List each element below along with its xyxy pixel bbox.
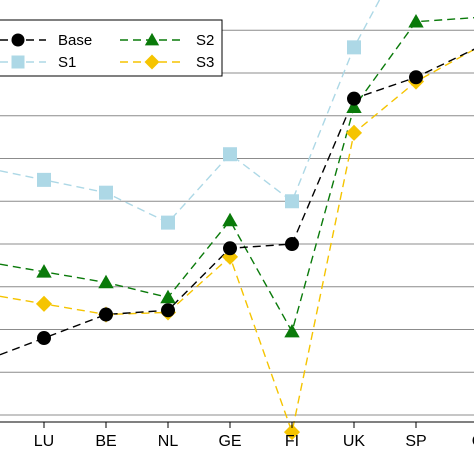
data-point-square bbox=[347, 40, 361, 55]
x-axis: LU BE NL GE FI UK SP G bbox=[0, 421, 474, 450]
data-point-triangle bbox=[160, 289, 176, 304]
data-point-diamond bbox=[35, 295, 53, 312]
data-point-circle bbox=[161, 303, 175, 318]
data-point-circle bbox=[223, 241, 237, 256]
legend-label-s2: S2 bbox=[196, 32, 214, 49]
data-point-triangle bbox=[346, 99, 362, 113]
data-point-square bbox=[223, 147, 237, 162]
x-tick-label: BE bbox=[95, 433, 116, 450]
data-point-circle bbox=[11, 33, 25, 47]
data-point-circle bbox=[99, 307, 113, 322]
series-markers bbox=[35, 14, 425, 441]
data-point-triangle bbox=[144, 32, 160, 46]
data-point-diamond bbox=[283, 424, 301, 441]
x-tick-label: NL bbox=[158, 433, 179, 450]
x-tick-label: GE bbox=[218, 433, 241, 450]
data-point-diamond bbox=[221, 248, 239, 265]
data-point-circle bbox=[37, 331, 51, 346]
data-point-square bbox=[161, 215, 175, 230]
data-point-square bbox=[99, 185, 113, 200]
x-tick-label: FI bbox=[285, 433, 299, 450]
legend-label-s1: S1 bbox=[58, 54, 76, 71]
data-point-diamond bbox=[345, 124, 363, 141]
x-tick-label: G bbox=[472, 433, 474, 450]
legend-label-base: Base bbox=[58, 32, 92, 49]
legend-box bbox=[0, 19, 223, 77]
data-point-circle bbox=[347, 91, 361, 106]
data-point-square bbox=[285, 194, 299, 209]
data-point-square bbox=[11, 55, 25, 69]
series-line-s3 bbox=[0, 48, 474, 435]
x-tick-label: SP bbox=[405, 433, 426, 450]
data-point-triangle bbox=[98, 274, 114, 289]
data-point-triangle bbox=[36, 264, 52, 278]
data-point-triangle bbox=[222, 212, 238, 227]
series-line-base bbox=[0, 48, 474, 356]
data-point-triangle bbox=[284, 323, 300, 338]
data-point-square bbox=[37, 172, 51, 187]
data-point-circle bbox=[285, 237, 299, 251]
legend: Base S2 S1 S3 bbox=[0, 19, 223, 77]
data-point-triangle bbox=[408, 14, 424, 28]
series-lines bbox=[0, 0, 474, 435]
x-tick-label: UK bbox=[343, 433, 366, 450]
legend-label-s3: S3 bbox=[196, 54, 214, 71]
x-tick-label: LU bbox=[34, 433, 54, 450]
data-point-diamond bbox=[144, 54, 160, 70]
data-point-circle bbox=[409, 70, 423, 85]
